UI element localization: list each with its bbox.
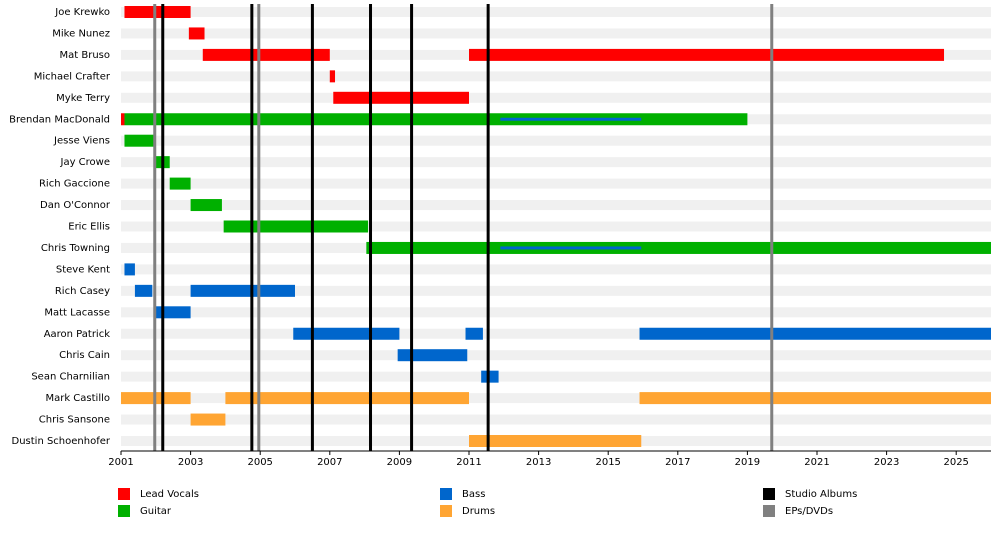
legend-label: Lead Vocals [140, 489, 199, 500]
role-bar [124, 263, 135, 276]
row-label: Mike Nunez [52, 28, 110, 39]
row-label: Mark Castillo [45, 393, 110, 404]
secondary-role-bar [500, 246, 642, 250]
row-band [121, 92, 991, 103]
row-label: Chris Cain [59, 350, 110, 361]
x-tick-label: 2013 [526, 457, 551, 468]
role-bar [223, 220, 369, 233]
role-bar [124, 113, 748, 126]
x-tick-label: 2015 [595, 457, 620, 468]
row-band [121, 393, 991, 404]
legend-label: EPs/DVDs [785, 506, 833, 517]
secondary-role-bar [500, 117, 642, 121]
x-tick-label: 2001 [108, 457, 133, 468]
row-band [121, 221, 991, 232]
row-label: Chris Towning [41, 243, 110, 254]
row-label: Brendan MacDonald [9, 114, 110, 125]
legend-label: Drums [462, 506, 495, 517]
role-bar [397, 349, 468, 362]
row-label: Jesse Viens [53, 136, 110, 147]
row-band [121, 7, 991, 17]
row-band [121, 71, 991, 82]
x-tick-label: 2017 [665, 457, 690, 468]
x-tick-label: 2005 [247, 457, 272, 468]
role-bar [469, 48, 945, 61]
row-label: Jay Crowe [60, 157, 111, 168]
x-tick-label: 2025 [943, 457, 968, 468]
legend-label: Bass [462, 489, 485, 500]
x-tick-label: 2011 [456, 457, 481, 468]
row-band [121, 178, 991, 189]
row-label: Matt Lacasse [44, 307, 110, 318]
x-tick-label: 2021 [804, 457, 829, 468]
row-label: Rich Gaccione [39, 179, 110, 190]
role-bar [639, 392, 991, 405]
legend-swatch [118, 488, 130, 500]
legend-swatch [118, 505, 130, 517]
role-bar [169, 177, 191, 190]
role-bar [225, 392, 469, 405]
row-band [121, 264, 991, 275]
row-band [121, 135, 991, 146]
legend-label: Guitar [140, 506, 172, 517]
role-bar [333, 91, 469, 104]
row-label: Mat Bruso [60, 50, 111, 61]
role-bar [465, 327, 483, 340]
x-tick-label: 2003 [178, 457, 203, 468]
row-label: Steve Kent [56, 264, 110, 275]
row-label: Aaron Patrick [44, 329, 111, 340]
role-bar [639, 327, 991, 340]
row-label: Sean Charnilian [31, 372, 110, 383]
row-label: Chris Sansone [39, 415, 110, 426]
row-label: Michael Crafter [34, 71, 111, 82]
row-label: Joe Krewko [54, 7, 110, 18]
row-label: Eric Ellis [68, 222, 110, 233]
row-band [121, 157, 991, 168]
legend-swatch [440, 488, 452, 500]
legend-swatch [763, 488, 775, 500]
legend-label: Studio Albums [785, 489, 857, 500]
row-band [121, 328, 991, 339]
x-tick-label: 2023 [874, 457, 899, 468]
row-band [121, 200, 991, 211]
role-bar [188, 27, 205, 40]
legend-swatch [440, 505, 452, 517]
row-band [121, 350, 991, 361]
role-bar [481, 370, 499, 383]
role-bar [329, 70, 336, 83]
legend-swatch [763, 505, 775, 517]
x-tick-label: 2019 [735, 457, 760, 468]
row-band [121, 307, 991, 318]
x-tick-label: 2009 [387, 457, 412, 468]
row-label: Dustin Schoenhofer [12, 436, 111, 447]
row-label: Dan O'Connor [40, 200, 111, 211]
row-band [121, 414, 991, 425]
row-band [121, 371, 991, 382]
role-bar [121, 113, 125, 126]
row-band [121, 285, 991, 296]
row-label: Rich Casey [55, 286, 110, 297]
row-label: Myke Terry [56, 93, 110, 104]
role-bar [190, 413, 226, 426]
role-bar [134, 284, 153, 297]
role-bar [124, 134, 156, 147]
role-bar [366, 241, 992, 254]
role-bar [124, 6, 191, 18]
row-band [121, 28, 991, 39]
role-bar [190, 199, 222, 212]
role-bar [154, 306, 191, 319]
x-tick-label: 2007 [317, 457, 342, 468]
role-bar [190, 284, 295, 297]
role-bar [293, 327, 400, 340]
role-bar [469, 435, 642, 447]
role-bar [202, 48, 330, 61]
